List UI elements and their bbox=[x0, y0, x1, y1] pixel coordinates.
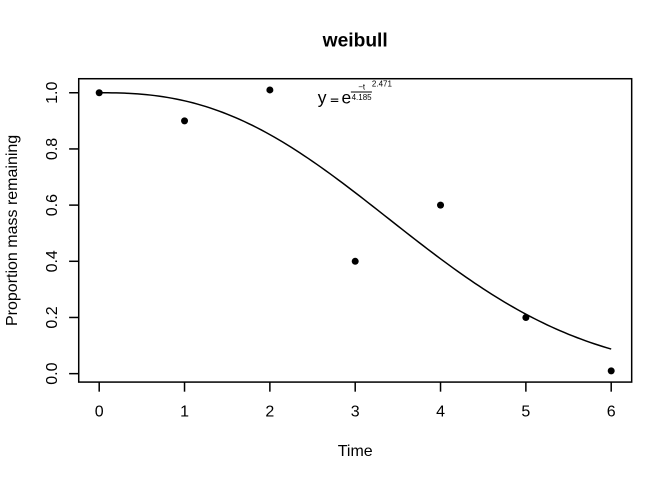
svg-text:3: 3 bbox=[351, 404, 360, 421]
svg-text:1.0: 1.0 bbox=[44, 82, 61, 104]
svg-text:Time: Time bbox=[338, 443, 373, 460]
svg-text:2: 2 bbox=[265, 404, 274, 421]
svg-text:6: 6 bbox=[607, 404, 616, 421]
svg-text:weibull: weibull bbox=[322, 30, 388, 51]
svg-text:Proportion mass remaining: Proportion mass remaining bbox=[4, 135, 21, 326]
svg-text:1: 1 bbox=[180, 404, 189, 421]
svg-text:0: 0 bbox=[95, 404, 104, 421]
svg-text:5: 5 bbox=[521, 404, 530, 421]
svg-text:0.8: 0.8 bbox=[44, 138, 61, 160]
svg-text:2.471: 2.471 bbox=[372, 79, 393, 88]
svg-text:0.0: 0.0 bbox=[44, 362, 61, 384]
svg-text:0.2: 0.2 bbox=[44, 306, 61, 328]
svg-text:−t: −t bbox=[358, 83, 366, 92]
svg-text:0.4: 0.4 bbox=[44, 250, 61, 272]
svg-text:e: e bbox=[342, 88, 352, 108]
svg-text:0.6: 0.6 bbox=[44, 194, 61, 216]
svg-text:4: 4 bbox=[436, 404, 445, 421]
svg-text:4.185: 4.185 bbox=[352, 93, 373, 102]
svg-text:y: y bbox=[318, 88, 327, 108]
